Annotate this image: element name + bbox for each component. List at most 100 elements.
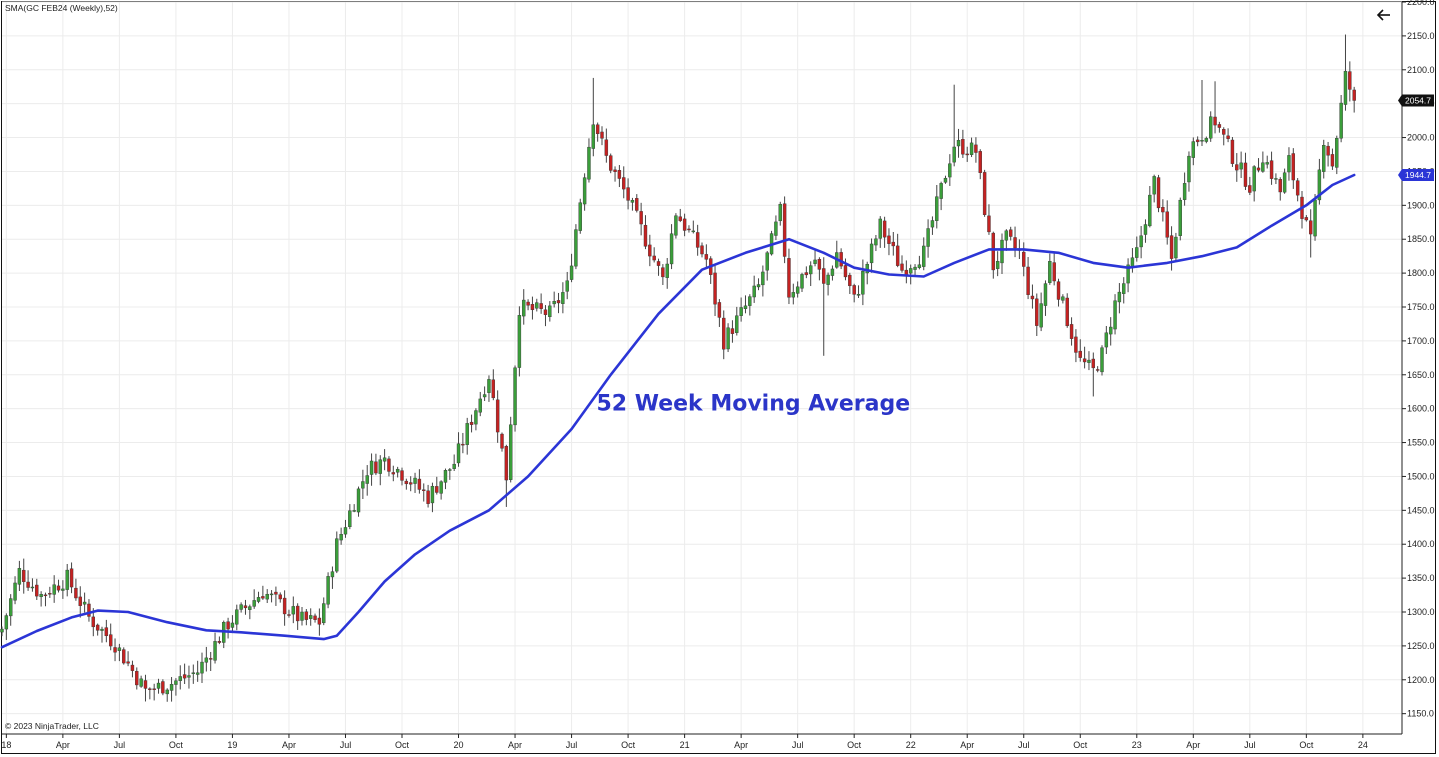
candle-body-up <box>582 177 587 205</box>
candle-body-up <box>1261 162 1265 172</box>
x-tick-label: Apr <box>1186 740 1200 750</box>
x-tick-label: Jul <box>1244 740 1256 750</box>
candle-body-up <box>308 615 313 619</box>
candle-body-down <box>113 647 117 653</box>
candle-body-down <box>635 198 639 211</box>
candle-body-up <box>195 672 200 675</box>
candle-body-up <box>948 163 952 178</box>
candle-body-down <box>722 317 726 350</box>
candle-body-down <box>1213 116 1217 126</box>
candle-body-up <box>39 594 43 598</box>
candle-body-down <box>530 304 535 311</box>
sma-value-tag: 1944.7 <box>1398 169 1434 182</box>
candle-body-down <box>974 144 978 153</box>
x-tick-label: 23 <box>1132 740 1142 750</box>
candle-body-up <box>743 305 748 309</box>
candle-body-up <box>1200 140 1204 142</box>
candle-body-down <box>261 596 265 599</box>
y-tick-label: 1700.0 <box>1407 336 1435 346</box>
candle-body-down <box>982 172 987 215</box>
candle-body-down <box>600 131 604 139</box>
candle-body-up <box>17 568 22 585</box>
candle-body-up <box>474 410 478 425</box>
x-tick-label: Apr <box>508 740 522 750</box>
candle-body-up <box>552 301 556 305</box>
candle-body-down <box>595 124 600 135</box>
candle-body-down <box>1026 266 1030 295</box>
x-tick-label: Jul <box>1018 740 1030 750</box>
candle-body-down <box>143 680 148 689</box>
candle-body-down <box>648 244 652 257</box>
candle-body-down <box>1065 297 1069 327</box>
candle-body-down <box>704 254 709 260</box>
candle-body-down <box>461 443 465 446</box>
candle-body-up <box>1191 141 1196 158</box>
candle-body-up <box>908 268 913 274</box>
candle-body-up <box>13 582 17 601</box>
candle-body-up <box>591 124 596 149</box>
y-tick-label: 2150.0 <box>1407 31 1435 41</box>
candle-body-down <box>1248 185 1252 193</box>
candle-body-up <box>669 233 674 265</box>
candle-body-up <box>674 215 678 236</box>
candle-body-down <box>900 263 904 271</box>
candle-body-up <box>956 140 961 147</box>
candle-body-down <box>661 267 665 278</box>
y-tick-label: 1550.0 <box>1407 438 1435 448</box>
candle-body-up <box>430 485 435 504</box>
candle-body-down <box>152 688 156 690</box>
candle-body-up <box>1287 155 1291 173</box>
candle-body-down <box>391 472 396 475</box>
candle-body-up <box>248 606 252 610</box>
candle-body-up <box>82 601 87 605</box>
candle-body-up <box>1004 230 1009 241</box>
candle-body-up <box>561 292 565 304</box>
candle-body-down <box>1161 207 1165 213</box>
candle-body-down <box>278 594 282 600</box>
candle-body-up <box>1343 70 1348 105</box>
candle-body-up <box>413 477 417 484</box>
candle-body-down <box>1326 145 1330 156</box>
candle-body-down <box>843 265 848 278</box>
candle-body-up <box>117 647 122 651</box>
candle-body-down <box>1022 251 1026 267</box>
candle-body-up <box>356 488 361 513</box>
candle-body-down <box>122 649 126 664</box>
candle-body-down <box>1169 235 1174 259</box>
candle-body-up <box>348 510 352 528</box>
candle-body-up <box>800 274 804 289</box>
candle-body-up <box>61 588 65 591</box>
candle-body-down <box>313 615 317 620</box>
y-tick-label: 1500.0 <box>1407 471 1435 481</box>
candle-body-down <box>1013 237 1017 249</box>
candle-body-down <box>695 232 700 248</box>
candle-body-up <box>1322 145 1326 172</box>
candle-body-down <box>282 597 287 615</box>
candle-body-down <box>848 274 852 287</box>
candle-body-down <box>556 300 561 304</box>
candle-body-up <box>1174 236 1178 259</box>
candle-body-up <box>939 183 943 199</box>
candle-body-down <box>539 303 543 309</box>
x-tick-label: 21 <box>680 740 690 750</box>
candle-body-up <box>339 534 343 541</box>
sma-value-label: 1944.7 <box>1405 170 1431 180</box>
candle-body-up <box>1317 169 1322 201</box>
candle-body-down <box>161 681 165 694</box>
candle-body-up <box>630 200 635 203</box>
x-tick-label: Apr <box>734 740 748 750</box>
candle-body-up <box>1135 247 1139 258</box>
candle-body-up <box>952 146 956 163</box>
candle-body-up <box>252 600 256 607</box>
candle-body-down <box>1052 262 1056 282</box>
candle-body-down <box>287 614 291 616</box>
candle-body-down <box>1235 164 1239 171</box>
candle-body-down <box>400 470 404 481</box>
candle-body-down <box>417 478 422 490</box>
candle-body-up <box>230 622 235 628</box>
candle-body-up <box>452 463 456 469</box>
candle-body-down <box>469 421 474 425</box>
arrow-left-icon[interactable] <box>1375 7 1393 23</box>
x-tick-label: Oct <box>847 740 862 750</box>
